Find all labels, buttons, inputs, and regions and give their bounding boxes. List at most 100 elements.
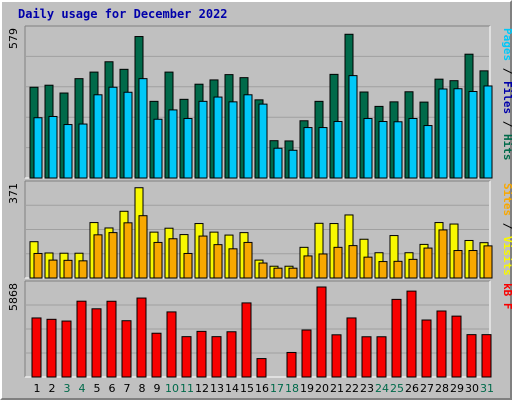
bar-files bbox=[423, 125, 433, 179]
bar-kb-f bbox=[46, 318, 57, 378]
bar-sites bbox=[423, 247, 433, 279]
x-tick-label: 19 bbox=[300, 382, 314, 395]
bar-kb-f bbox=[331, 334, 342, 378]
y-max-label: 371 bbox=[7, 183, 20, 204]
bar-files bbox=[78, 123, 88, 179]
bar-files bbox=[453, 88, 463, 179]
x-tick-label: 15 bbox=[240, 382, 254, 395]
bar-sites bbox=[153, 241, 163, 279]
x-tick-label: 9 bbox=[154, 382, 161, 395]
bar-sites bbox=[468, 250, 478, 279]
bar-kb-f bbox=[406, 290, 417, 378]
bar-files bbox=[333, 121, 343, 179]
x-tick-label: 11 bbox=[180, 382, 194, 395]
bar-sites bbox=[273, 267, 283, 279]
bar-sites bbox=[408, 258, 418, 279]
bar-sites bbox=[363, 256, 373, 279]
x-tick-label: 31 bbox=[480, 382, 494, 395]
bar-sites bbox=[213, 244, 223, 279]
bar-kb-f bbox=[106, 300, 117, 378]
bar-kb-f bbox=[256, 358, 267, 378]
bar-sites bbox=[333, 246, 343, 279]
bar-kb-f bbox=[91, 308, 102, 378]
x-tick-label: 23 bbox=[360, 382, 374, 395]
bar-kb-f bbox=[196, 330, 207, 378]
bar-kb-f bbox=[301, 329, 312, 378]
x-tick-label: 29 bbox=[450, 382, 464, 395]
x-tick-label: 5 bbox=[94, 382, 101, 395]
bar-kb-f bbox=[481, 334, 492, 378]
graph-title: Daily usage for December 2022 bbox=[18, 7, 228, 21]
bar-kb-f bbox=[286, 351, 297, 378]
bar-sites bbox=[93, 234, 103, 279]
bar-sites bbox=[168, 238, 178, 279]
bar-sites bbox=[138, 215, 148, 279]
x-tick-label: 14 bbox=[225, 382, 239, 395]
series-legend: Sites / Visits bbox=[501, 183, 512, 276]
bar-files bbox=[93, 94, 103, 179]
bar-files bbox=[303, 127, 313, 179]
bar-files bbox=[243, 94, 253, 179]
bar-files bbox=[138, 78, 148, 179]
bar-kb-f bbox=[31, 317, 42, 378]
bar-files bbox=[468, 91, 478, 179]
bar-kb-f bbox=[211, 336, 222, 378]
bar-sites bbox=[63, 259, 73, 279]
bar-files bbox=[288, 149, 298, 179]
panel-visits-sites: 371 Sites / Visits bbox=[7, 180, 512, 279]
bar-files bbox=[393, 121, 403, 179]
series-legend: kB F bbox=[501, 283, 512, 310]
bar-kb-f bbox=[436, 310, 447, 378]
bar-kb-f bbox=[361, 336, 372, 378]
bar-kb-f bbox=[61, 320, 72, 378]
bar-sites bbox=[378, 261, 388, 279]
bar-sites bbox=[348, 245, 358, 279]
bar-kb-f bbox=[316, 286, 327, 378]
series-legend: Pages / Files / Hits bbox=[501, 28, 512, 161]
panel-hits-files-pages: 579 Pages / Files / Hits bbox=[7, 25, 512, 179]
legend-hits: Hits bbox=[501, 134, 512, 161]
x-tick-label: 25 bbox=[390, 382, 404, 395]
x-tick-label: 17 bbox=[270, 382, 284, 395]
bar-sites bbox=[318, 253, 328, 279]
bar-files bbox=[198, 100, 208, 179]
legend-sites: Sites bbox=[501, 183, 512, 216]
legend-separator: / bbox=[501, 61, 512, 81]
x-tick-label: 7 bbox=[124, 382, 131, 395]
legend-visits: Visits bbox=[501, 236, 512, 276]
bar-kb-f bbox=[76, 300, 87, 378]
x-tick-label: 30 bbox=[465, 382, 479, 395]
bar-files bbox=[438, 88, 448, 179]
bar-files bbox=[123, 91, 133, 179]
bar-sites bbox=[258, 262, 268, 279]
bar-sites bbox=[78, 260, 88, 279]
legend-files: Files bbox=[501, 81, 512, 114]
bar-kb-f bbox=[136, 297, 147, 378]
legend-kb-f: kB F bbox=[501, 283, 512, 310]
bar-kb-f bbox=[241, 302, 252, 378]
bar-sites bbox=[48, 259, 58, 279]
bar-sites bbox=[123, 222, 133, 279]
x-tick-label: 4 bbox=[79, 382, 86, 395]
bar-files bbox=[273, 147, 283, 179]
panel-kbf: 5868 kB F bbox=[7, 280, 512, 378]
bar-sites bbox=[108, 232, 118, 279]
bar-files bbox=[408, 117, 418, 179]
x-tick-label: 13 bbox=[210, 382, 224, 395]
y-max-label: 579 bbox=[7, 28, 20, 49]
bar-kb-f bbox=[466, 334, 477, 378]
bar-kb-f bbox=[451, 315, 462, 378]
x-tick-label: 8 bbox=[139, 382, 146, 395]
bar-kb-f bbox=[151, 332, 162, 378]
x-tick-label: 2 bbox=[49, 382, 56, 395]
bar-files bbox=[153, 118, 163, 179]
bar-files bbox=[378, 121, 388, 179]
bar-files bbox=[213, 96, 223, 179]
bar-sites bbox=[198, 235, 208, 279]
bar-files bbox=[483, 85, 493, 179]
bar-files bbox=[168, 109, 178, 179]
bar-sites bbox=[288, 267, 298, 279]
bar-sites bbox=[183, 252, 193, 279]
bar-files bbox=[108, 86, 118, 179]
